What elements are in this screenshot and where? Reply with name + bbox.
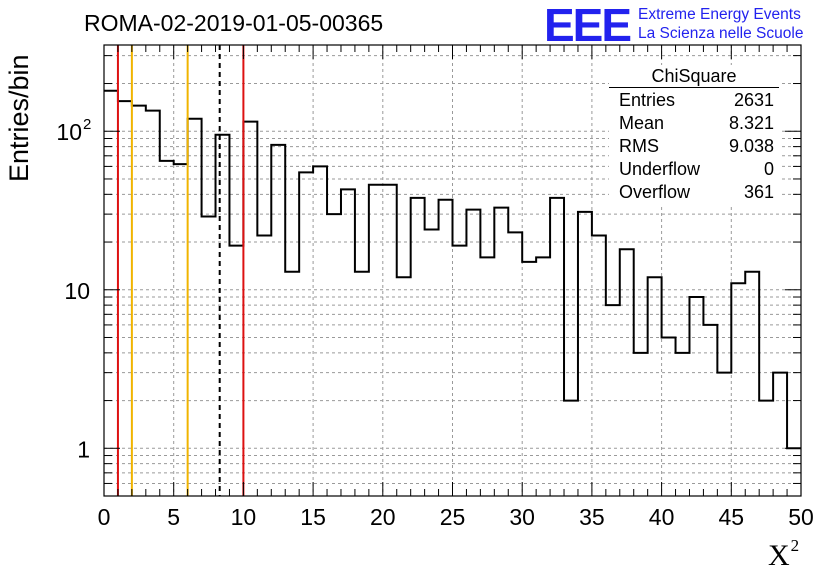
- y-tick-label: 10: [64, 278, 90, 304]
- stats-title: ChiSquare: [609, 65, 779, 88]
- stats-label: Underflow: [619, 159, 701, 179]
- stats-row-overflow: Overflow 361: [609, 181, 779, 204]
- x-tick-label: 45: [719, 504, 745, 530]
- eee-logo: EEE: [544, 0, 632, 51]
- eee-logo-text: Extreme Energy Events La Scienza nelle S…: [638, 5, 803, 43]
- stats-label: Mean: [619, 113, 665, 133]
- x-tick-label: 0: [98, 504, 111, 530]
- stats-label: Overflow: [619, 182, 691, 202]
- stats-label: Entries: [619, 90, 676, 110]
- stats-row-entries: Entries 2631: [609, 89, 779, 112]
- stats-box: ChiSquare Entries 2631 Mean 8.321 RMS 9.038…: [609, 65, 779, 204]
- stats-value: 361: [743, 182, 774, 202]
- logo-line-2: La Scienza nelle Scuole: [638, 25, 804, 42]
- x-tick-label: 20: [370, 504, 396, 530]
- x-tick-label: 10: [231, 504, 257, 530]
- x-axis-label-text: X: [768, 539, 790, 572]
- histogram-series: [104, 89, 801, 450]
- stats-row-mean: Mean 8.321: [609, 112, 779, 135]
- x-tick-label: 30: [509, 504, 535, 530]
- x-tick-label: 15: [300, 504, 326, 530]
- y-tick-label: 1: [77, 436, 90, 462]
- stats-value: 0: [763, 159, 774, 179]
- stats-value: 2631: [733, 90, 774, 110]
- stats-row-underflow: Underflow 0: [609, 158, 779, 181]
- stats-row-rms: RMS 9.038: [609, 135, 779, 158]
- logo-line-1: Extreme Energy Events: [638, 6, 801, 23]
- plot-title: ROMA-02-2019-01-05-00365: [84, 10, 384, 36]
- x-tick-label: 50: [788, 504, 814, 530]
- stats-value: 9.038: [728, 136, 774, 156]
- x-tick-label: 40: [649, 504, 675, 530]
- x-axis-label: X2: [768, 536, 799, 573]
- x-tick-label: 5: [167, 504, 180, 530]
- y-tick-label: 10: [56, 119, 82, 145]
- x-tick-label: 25: [440, 504, 466, 530]
- y-axis-label: Entries/bin: [4, 54, 34, 182]
- stats-label: RMS: [619, 136, 659, 156]
- y-tick-label-exponent: 2: [83, 116, 91, 133]
- x-tick-label: 35: [579, 504, 605, 530]
- stats-value: 8.321: [728, 113, 774, 133]
- x-axis-label-superscript: 2: [790, 536, 800, 555]
